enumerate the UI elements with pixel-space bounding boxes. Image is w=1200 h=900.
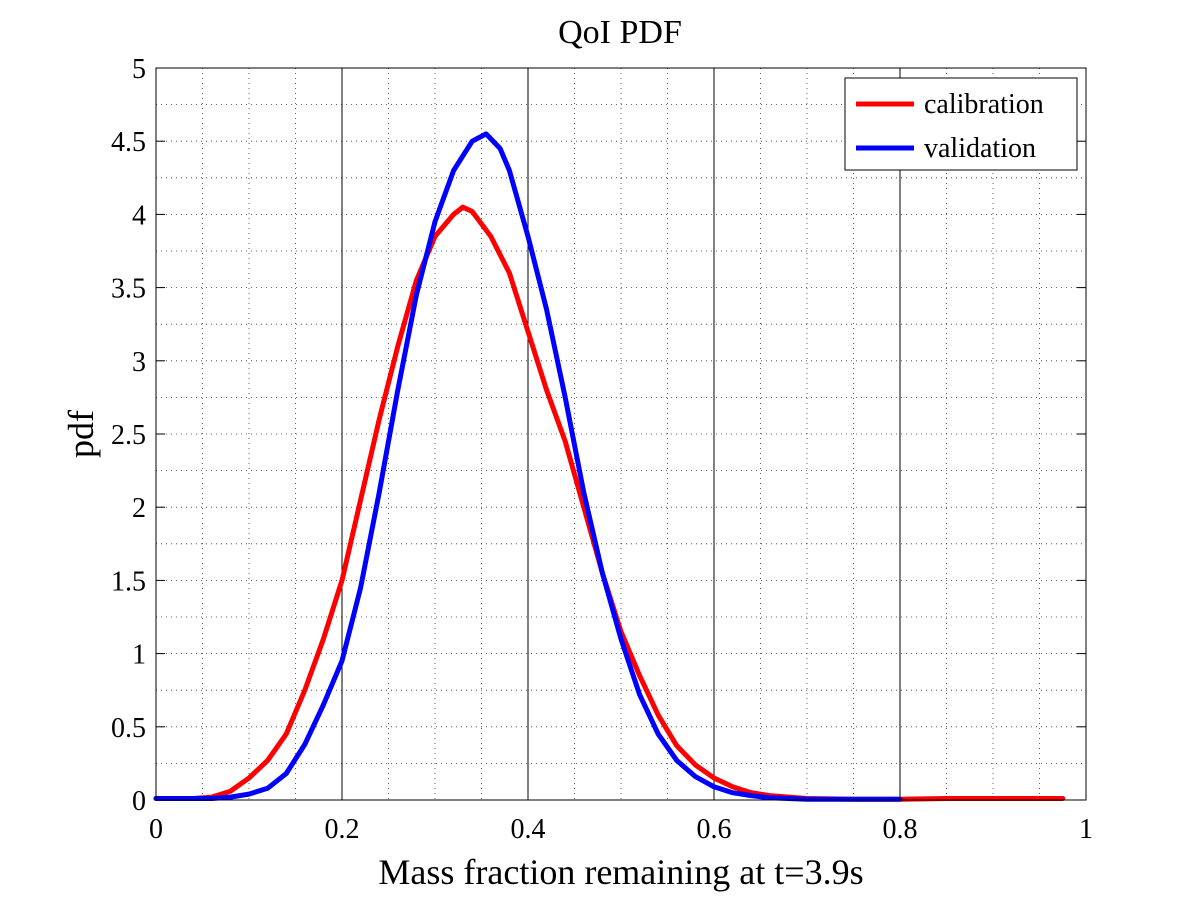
- y-axis-label: pdf: [61, 410, 101, 458]
- x-tick-label: 0.8: [883, 814, 918, 845]
- y-tick-labels: 0 0.5 1 1.5 2 2.5 3 3.5 4 4.5 5: [111, 54, 146, 817]
- x-tick-label: 0.6: [697, 814, 732, 845]
- y-tick-label: 1.5: [111, 566, 146, 597]
- legend: calibration validation: [844, 77, 1078, 171]
- series-lines: [153, 131, 1066, 802]
- legend-label-calibration: calibration: [924, 89, 1044, 120]
- y-tick-label: 0.5: [111, 713, 146, 744]
- y-tick-label: 5: [132, 54, 146, 85]
- legend-label-validation: validation: [924, 133, 1036, 164]
- y-tick-label: 3: [132, 347, 146, 378]
- series-line-validation: [153, 131, 903, 802]
- x-tick-label: 1: [1079, 814, 1093, 845]
- x-tick-label: 0.4: [511, 814, 546, 845]
- y-tick-label: 2: [132, 493, 146, 524]
- x-axis-label: Mass fraction remaining at t=3.9s: [378, 852, 863, 892]
- y-tick-label: 4.5: [111, 127, 146, 158]
- x-tick-label: 0.2: [325, 814, 360, 845]
- legend-box: [844, 77, 1078, 171]
- y-tick-label: 3.5: [111, 274, 146, 305]
- chart-title: QoI PDF: [558, 14, 682, 51]
- y-tick-label: 1: [132, 640, 146, 671]
- x-tick-label: 0: [149, 814, 163, 845]
- series-line-calibration: [153, 204, 1066, 802]
- y-tick-label: 4: [132, 200, 146, 231]
- y-tick-label: 2.5: [111, 420, 146, 451]
- tick-marks: [155, 67, 1087, 801]
- x-tick-labels: 0 0.2 0.4 0.6 0.8 1: [149, 814, 1093, 845]
- plot-area: [153, 67, 1087, 802]
- legend-entries: calibration validation: [856, 89, 1044, 164]
- y-tick-label: 0: [132, 786, 146, 817]
